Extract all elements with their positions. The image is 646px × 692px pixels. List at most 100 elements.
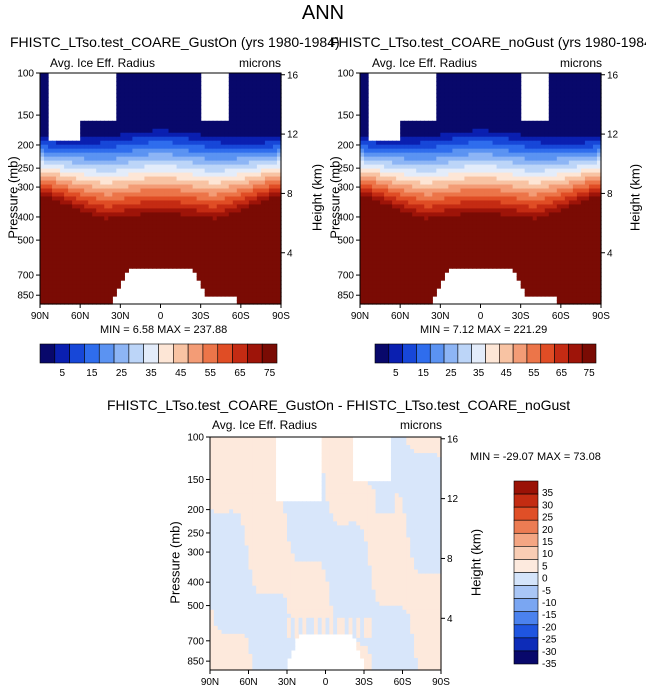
heatmap-cell [476,212,482,217]
heatmap-cell [500,192,506,198]
heatmap-cell [156,216,162,221]
heatmap-cell [192,240,198,245]
heatmap-cell [84,244,89,249]
heatmap-cell [264,136,270,142]
heatmap-cell [476,172,482,178]
heatmap-cell [136,196,142,202]
heatmap-cell [452,184,457,190]
heatmap-cell [484,148,490,154]
heatmap-cell [208,164,214,170]
heatmap-cell [124,92,129,98]
heatmap-cell [404,148,409,154]
heatmap-cell [256,272,262,277]
heatmap-cell [232,172,238,178]
heatmap-cell [104,184,109,190]
heatmap-cell [40,88,45,94]
heatmap-cell [252,160,258,166]
heatmap-cell [116,168,121,174]
heatmap-cell [516,216,522,221]
heatmap-cell [456,136,462,142]
heatmap-cell [484,160,490,166]
heatmap-cell [164,220,170,225]
heatmap-cell [140,228,146,233]
heatmap-cell [272,268,278,273]
heatmap-cell [464,124,470,130]
heatmap-cell [380,232,385,237]
heatmap-cell [360,80,365,86]
heatmap-cell [64,296,69,301]
heatmap-cell [448,152,453,158]
heatmap-cell [464,180,470,186]
heatmap-cell [264,208,270,213]
heatmap-cell [444,192,449,198]
heatmap-cell [404,140,409,146]
heatmap-cell [396,200,401,206]
heatmap-cell [368,220,373,225]
heatmap-cell [276,136,282,142]
heatmap-cell [224,192,230,198]
heatmap-cell [132,112,137,118]
heatmap-cell [136,216,142,221]
heatmap-cell [372,260,377,265]
heatmap-cell [516,88,522,94]
heatmap-cell [204,236,210,241]
heatmap-cell [496,172,502,178]
heatmap-cell [440,88,445,94]
heatmap-cell [128,172,133,178]
heatmap-cell [480,152,486,158]
heatmap-cell [80,220,85,225]
heatmap-cell [456,184,462,190]
heatmap-cell [128,256,133,261]
heatmap-cell [232,180,238,186]
heatmap-cell [516,228,522,233]
heatmap-cell [116,264,121,269]
heatmap-cell [184,200,190,206]
heatmap-cell [500,168,506,174]
heatmap-cell [412,300,417,305]
heatmap-cell [176,224,182,229]
heatmap-cell [104,148,109,154]
heatmap-cell [184,248,190,253]
heatmap-cell [404,256,409,261]
heatmap-cell [184,204,190,210]
heatmap-cell [136,264,142,269]
heatmap-cell [188,180,194,186]
heatmap-cell [368,216,373,221]
heatmap-cell [276,300,282,305]
heatmap-cell [212,248,218,253]
heatmap-cell [160,84,166,90]
heatmap-cell [244,140,250,146]
heatmap-cell [452,104,457,110]
heatmap-cell [48,216,53,221]
heatmap-cell [140,88,146,94]
heatmap-cell [376,252,381,257]
heatmap-cell [272,176,278,182]
heatmap-cell [416,196,421,202]
heatmap-cell [108,188,113,194]
heatmap-cell [48,208,53,213]
heatmap-cell [200,212,206,217]
heatmap-cell [416,252,421,257]
heatmap-cell [188,120,194,126]
heatmap-cell [276,264,282,269]
heatmap-cell [384,248,389,253]
heatmap-cell [436,240,441,245]
heatmap-cell [500,164,506,170]
heatmap-cell [132,208,137,213]
heatmap-cell [76,164,81,170]
heatmap-cell [120,92,125,98]
heatmap-cell [276,288,282,293]
heatmap-cell [112,156,117,162]
heatmap-cell [364,108,369,114]
heatmap-cell [260,228,266,233]
heatmap-cell [176,112,182,118]
heatmap-cell [44,192,49,198]
heatmap-cell [236,248,242,253]
heatmap-cell [268,92,274,98]
heatmap-cell [264,96,270,102]
heatmap-cell [428,124,433,130]
heatmap-cell [432,136,437,142]
heatmap-cell [156,144,162,150]
heatmap-cell [464,176,470,182]
heatmap-cell [168,192,174,198]
